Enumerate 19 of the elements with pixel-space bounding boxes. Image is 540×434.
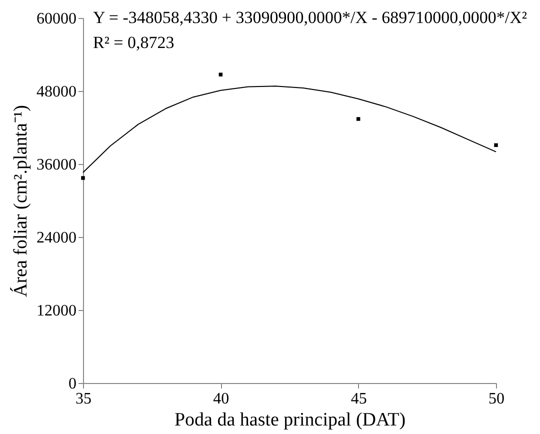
- point: [218, 72, 223, 76]
- x-tick-label: 35: [76, 390, 92, 408]
- x-tick-label: 50: [488, 390, 504, 408]
- y-axis-title: Área foliar (cm².planta⁻¹): [10, 105, 32, 297]
- annotation: R² = 0,8723: [93, 33, 174, 52]
- y-tick-label: 48000: [36, 84, 76, 100]
- y-tick-label: 24000: [36, 230, 76, 246]
- x-tick-label: 45: [350, 390, 367, 408]
- point: [494, 143, 498, 148]
- y-tick-label: 36000: [36, 156, 76, 174]
- y-tick-label: 0: [68, 376, 76, 392]
- y-tick-label: 12000: [36, 302, 76, 320]
- x-axis-title: Poda da haste principal (DAT): [174, 410, 406, 430]
- line-series: [82, 86, 496, 174]
- point: [356, 117, 360, 121]
- x-tick-label: 40: [213, 390, 230, 408]
- y-tick-label: 60000: [36, 10, 76, 28]
- point: [81, 176, 85, 180]
- annotation: Y = -348058,4330 + 33090900,0000*/X - 689710000,0000*/X²: [93, 8, 527, 27]
